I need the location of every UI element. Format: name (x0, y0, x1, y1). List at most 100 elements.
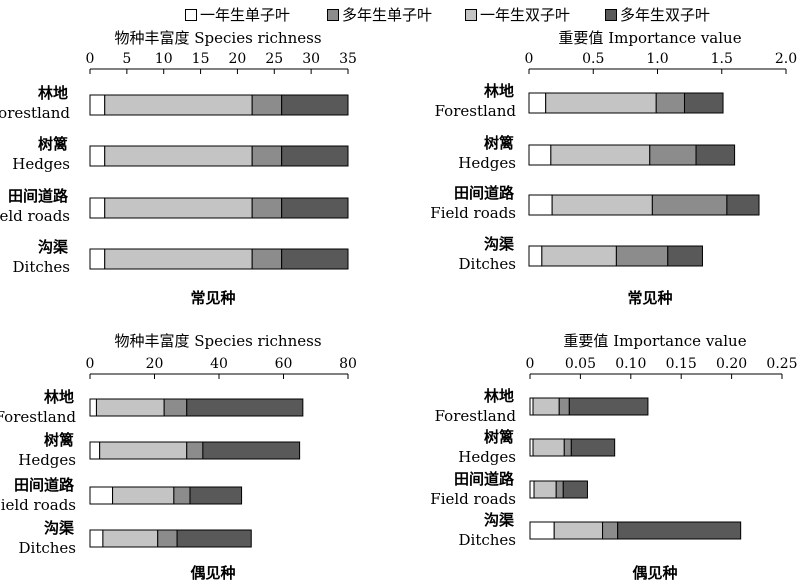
chart-panel-2: 重要值 Importance value 0 0.5 1.0 1.5 2.0 林地 Fores… (430, 29, 797, 307)
bar-segment (617, 521, 742, 540)
category-label-zh: 田间道路 (14, 476, 75, 494)
bar-segment (102, 529, 159, 548)
bar-segment (550, 144, 651, 166)
x-tick-label: 0 (526, 356, 535, 372)
bar-segment (89, 197, 106, 219)
legend-swatch (185, 8, 197, 21)
x-tick-label: 10 (155, 51, 173, 67)
bar-segment (545, 92, 657, 114)
bar-segment (528, 245, 543, 267)
chart-title: 重要值 Importance value (563, 332, 746, 350)
category-label-zh: 沟渠 (44, 519, 74, 537)
category-label-zh: 林地 (484, 387, 514, 405)
legend-swatch (605, 8, 617, 21)
bar-segment (104, 248, 253, 270)
bar-segment (655, 92, 685, 114)
category-label-en: Hedges (18, 451, 76, 469)
legend-item-annual-monocot: 一年生单子叶 (185, 4, 290, 25)
x-tick-label: 40 (210, 356, 228, 372)
bar-segment (551, 194, 653, 216)
x-tick-label: 20 (146, 356, 164, 372)
bar-segment (568, 397, 649, 416)
chart-panel-3: 物种丰富度 Species richness 0 20 40 60 80 林地 Forestl… (0, 332, 357, 582)
category-label-zh: 田间道路 (454, 184, 515, 202)
x-tick-label: 20 (229, 51, 247, 67)
x-tick-label: 35 (339, 51, 357, 67)
bar-segment (532, 438, 565, 457)
legend-item-perennial-monocot: 多年生单子叶 (327, 4, 432, 25)
legend-item-annual-dicot: 一年生双子叶 (465, 4, 570, 25)
bar-segment (89, 145, 106, 167)
legend-swatch (465, 8, 477, 21)
bar-segment (651, 194, 728, 216)
bar-segment (89, 248, 106, 270)
category-label-en: Ditches (19, 539, 77, 557)
category-label-zh: 林地 (484, 82, 514, 100)
category-label-zh: 田间道路 (454, 470, 515, 488)
bar-segment (562, 480, 588, 499)
bar-segment (89, 441, 101, 460)
x-tick-label: 60 (275, 356, 293, 372)
category-label-en: Ditches (459, 531, 517, 549)
bar-segment (157, 529, 178, 548)
category-label-en: Ditches (459, 255, 517, 273)
bar-segment (89, 398, 97, 417)
category-label-zh: 树篱 (38, 135, 68, 153)
bar-segment (570, 438, 616, 457)
bar-segment (173, 486, 191, 505)
bar-segment (558, 397, 570, 416)
bar-segment (163, 398, 188, 417)
bar-segment (89, 529, 104, 548)
bar-segment (528, 194, 553, 216)
category-label-en: Field roads (430, 204, 516, 222)
bar-segment (89, 486, 114, 505)
bar-segment (251, 197, 283, 219)
legend-swatch (327, 8, 339, 21)
bar-segment (104, 94, 253, 116)
chart-panel-4: 重要值 Importance value 0 0.05 0.10 0.15 0.20 0.2… (430, 332, 797, 582)
bar-segment (563, 438, 572, 457)
bar-segment (95, 398, 165, 417)
x-tick-label: 1.5 (711, 51, 733, 67)
legend: 一年生单子叶 多年生单子叶 一年生双子叶 多年生双子叶 (0, 2, 800, 24)
x-tick-label: 0.20 (716, 356, 747, 372)
chart-title: 物种丰富度 Species richness (114, 332, 321, 350)
bar-segment (533, 480, 557, 499)
bar-segment (104, 197, 253, 219)
category-label-zh: 沟渠 (484, 511, 514, 529)
chart-caption: 偶见种 (190, 564, 235, 582)
x-tick-label: 0.10 (615, 356, 646, 372)
category-label-en: Hedges (458, 448, 516, 466)
bar-segment (726, 194, 760, 216)
chart-caption: 常见种 (627, 289, 672, 307)
bar-segment (615, 245, 669, 267)
bar-segment (251, 94, 283, 116)
bar-segment (529, 521, 555, 540)
bar-segment (281, 197, 349, 219)
category-label-en: Forestland (0, 104, 70, 122)
bar-segment (528, 92, 547, 114)
category-label-en: Field roads (430, 490, 516, 508)
bar-segment (251, 248, 283, 270)
x-tick-label: 0 (525, 51, 534, 67)
category-label-en: Field roads (0, 496, 76, 514)
category-label-en: Hedges (12, 155, 70, 173)
x-tick-label: 0.5 (582, 51, 604, 67)
legend-label: 多年生双子叶 (620, 6, 711, 24)
legend-label: 多年生单子叶 (342, 6, 433, 24)
chart-panel-1: 物种丰富度 Species richness 0 5 10 15 20 25 30 35 林地 Fo… (0, 29, 357, 307)
category-label-zh: 田间道路 (8, 187, 69, 205)
legend-label: 一年生单子叶 (200, 6, 291, 24)
category-label-zh: 林地 (38, 84, 68, 102)
x-tick-label: 1.0 (646, 51, 668, 67)
category-label-en: Forestland (0, 408, 76, 426)
x-tick-label: 15 (192, 51, 210, 67)
bar-segment (104, 145, 253, 167)
category-label-en: Ditches (13, 258, 71, 276)
legend-label: 一年生双子叶 (480, 6, 571, 24)
bar-segment (202, 441, 301, 460)
category-label-zh: 树篱 (484, 134, 514, 152)
category-label-en: Forestland (435, 102, 517, 120)
bar-segment (528, 144, 552, 166)
